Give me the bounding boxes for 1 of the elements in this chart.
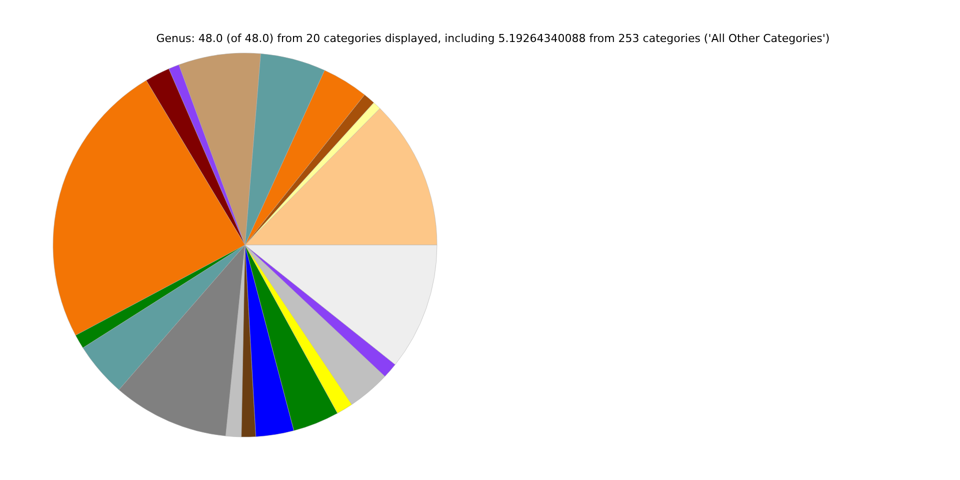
text: Genus: 48.0 (of 48.0) from 20 categories displayed, including 5.19264340088 from 253 categories ('All Other Categories') <box>156 32 830 45</box>
